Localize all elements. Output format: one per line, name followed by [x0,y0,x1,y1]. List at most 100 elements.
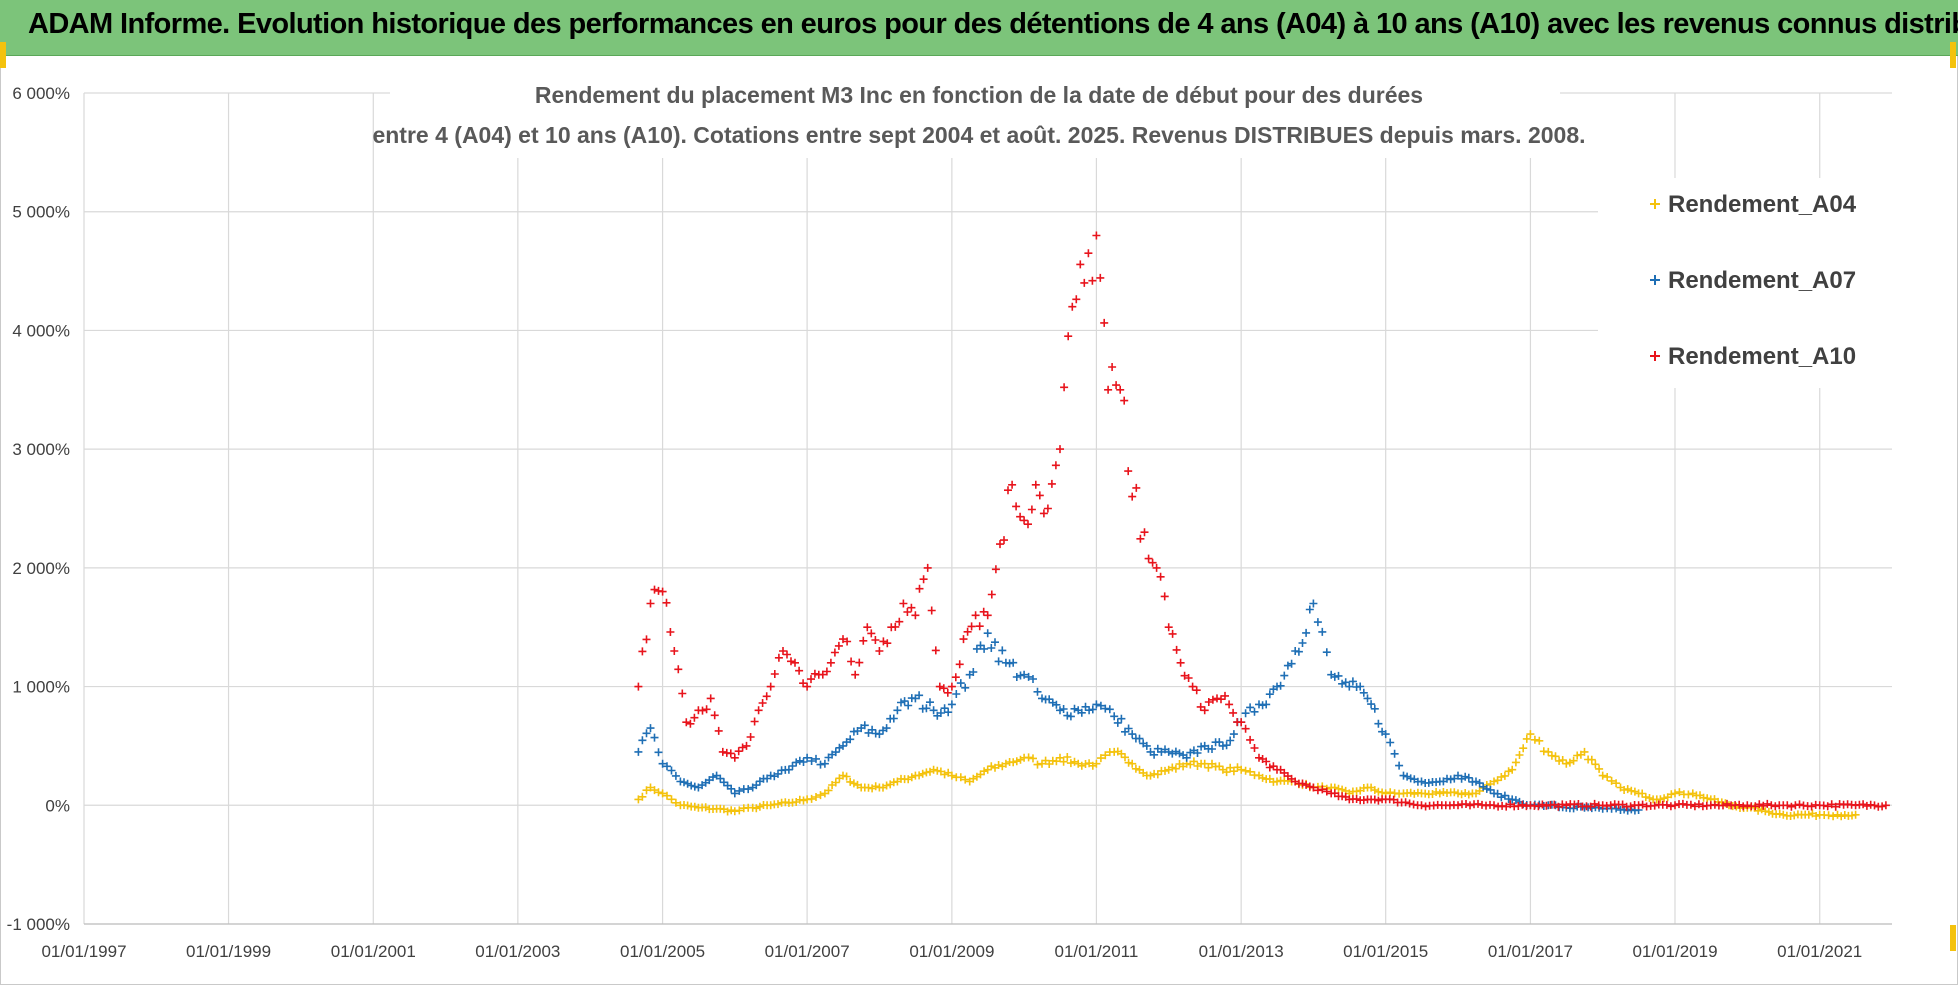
data-point-fill [1334,671,1343,680]
data-point-fill [1829,812,1838,821]
data-point [983,765,992,774]
data-point-fill [939,684,948,693]
data-point [1779,810,1788,819]
data-point-fill [1656,795,1665,804]
data-point-fill [1511,758,1520,767]
data-point-fill [1250,744,1259,752]
data-point-fill [1004,486,1012,495]
data-point-fill [667,795,676,804]
data-point-fill [855,658,864,667]
data-point-fill [1824,811,1833,820]
data-point-fill [998,646,1007,655]
data-point-fill [1735,800,1744,809]
data-point-fill [967,622,976,631]
data-point-fill [980,767,989,776]
data-point [1176,658,1185,667]
data-point-fill [994,657,1003,666]
data-point-fill [799,796,808,805]
data-point [1056,706,1064,715]
data-point-fill [1514,802,1523,810]
data-point-fill [1189,757,1198,766]
series-Rendement_A04 [634,730,1860,821]
data-point-fill [1269,762,1278,771]
data-point-fill [650,585,659,594]
data-point [1671,789,1679,798]
data-point [658,587,667,596]
data-point-fill [1645,794,1654,802]
data-point-fill [774,653,783,662]
data-point [1164,623,1173,632]
data-point-fill [1754,806,1763,815]
data-point-fill [1338,679,1347,688]
data-point-fill [1662,800,1671,809]
data-point-fill [1410,789,1419,798]
data-point-fill [1229,767,1238,776]
data-point-fill [1131,764,1140,773]
data-point-fill [1348,677,1357,686]
data-point-fill [1374,719,1383,728]
data-point-fill [842,772,851,781]
data-point-fill [799,758,808,766]
data-point [730,789,739,798]
data-point-fill [1208,745,1216,753]
data-point-fill [831,748,840,757]
y-tick-label: 4 000% [12,321,70,340]
data-point-fill [1059,705,1068,713]
data-point-fill [1302,628,1311,637]
data-point [791,658,799,667]
data-point-fill [650,733,659,742]
y-tick-label: 1 000% [12,678,70,697]
data-point-fill [1771,802,1780,811]
data-point-fill [1595,764,1604,773]
data-point [754,706,763,715]
data-point-fill [979,607,988,616]
x-tick-label: 01/01/2021 [1777,942,1862,961]
data-point-fill [952,690,961,698]
data-point-fill [1246,735,1255,744]
data-point [670,647,679,655]
data-point-fill [1538,800,1547,809]
data-point-fill [1870,801,1879,810]
data-point-fill [1374,796,1383,805]
data-point [1008,480,1017,489]
data-point [1128,492,1137,501]
data-point-fill [663,762,671,771]
data-point-fill [807,675,815,684]
chart-title-line-1: Rendement du placement M3 Inc en fonctio… [535,82,1423,108]
data-point-fill [1626,802,1635,811]
data-point-fill [1063,753,1072,761]
x-tick-label: 01/01/2019 [1632,942,1717,961]
data-point-fill [1045,695,1054,704]
data-point [935,682,944,691]
data-point-fill [1033,760,1042,769]
data-point-fill [1837,812,1846,821]
data-point-fill [1262,757,1271,766]
data-point-fill [774,800,782,809]
data-point [911,611,920,620]
data-point-fill [868,725,877,734]
data-point-fill [783,650,791,659]
data-point-fill [1638,789,1647,798]
data-point-fill [972,644,981,653]
data-point-fill [1535,736,1544,745]
data-point [1417,801,1426,810]
data-point-fill [1012,673,1021,681]
data-point [1038,694,1046,703]
data-point-fill [830,648,839,657]
data-point-fill [940,704,949,713]
data-point-fill [944,708,953,717]
data-point [1562,759,1571,768]
data-point-fill [1072,295,1081,304]
data-point [706,694,715,703]
data-point-fill [1305,782,1314,791]
data-point-fill [1450,788,1459,797]
data-point [1031,480,1040,489]
legend-label-A07: Rendement_A07 [1668,267,1856,294]
data-point-fill [1168,763,1177,772]
data-point [1671,801,1679,810]
data-point-fill [860,721,869,730]
data-point-fill [1204,698,1213,706]
data-point [730,753,739,762]
data-point-fill [1432,788,1441,796]
data-point-fill [1504,767,1513,776]
